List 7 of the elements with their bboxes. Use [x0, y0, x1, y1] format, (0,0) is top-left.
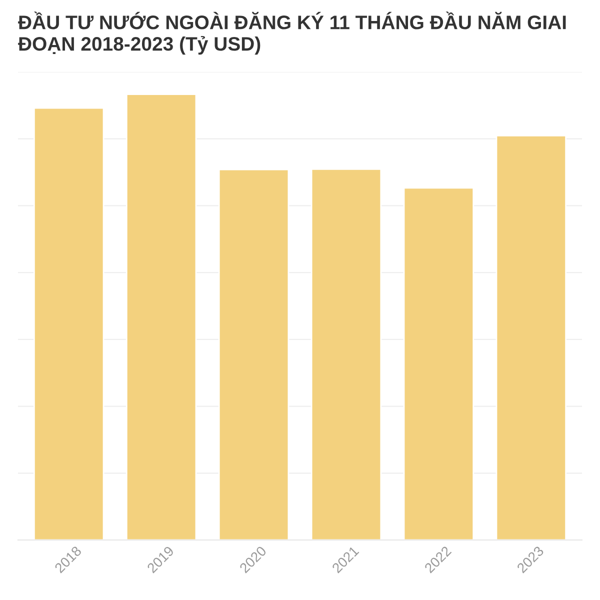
chart-title: ĐẦU TƯ NƯỚC NGOÀI ĐĂNG KÝ 11 THÁNG ĐẦU NĂM GIAI ĐOẠN 2018-2023 (Tỷ USD) — [18, 12, 566, 55]
bar — [126, 94, 197, 540]
bar — [496, 135, 567, 540]
bar — [403, 187, 474, 540]
bar — [33, 107, 104, 540]
bar — [218, 168, 290, 540]
bar — [310, 168, 382, 540]
